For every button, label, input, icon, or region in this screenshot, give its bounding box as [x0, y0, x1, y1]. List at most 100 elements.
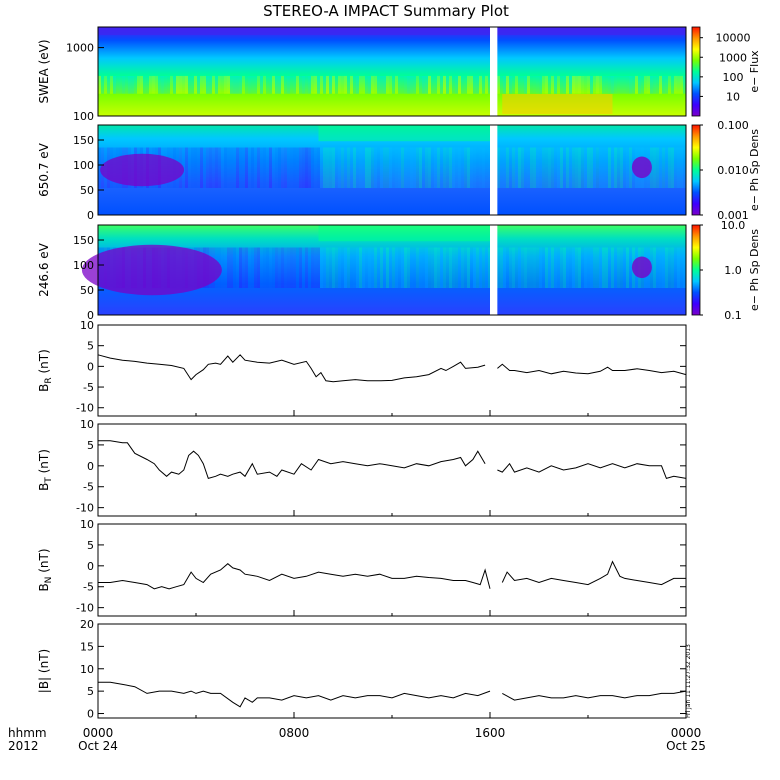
- spectrogram-streak: [146, 75, 149, 94]
- spectrogram-streak: [350, 75, 353, 94]
- spectrogram-streak: [341, 247, 344, 288]
- spectrogram-streak: [473, 75, 476, 94]
- spectrogram-streak: [185, 147, 188, 188]
- spectrogram-streak: [428, 147, 431, 188]
- spectrogram-streak: [536, 147, 539, 188]
- spectrogram-streak: [182, 75, 185, 94]
- spectrogram-streak: [227, 147, 230, 188]
- y-tick-label: 10: [80, 663, 94, 676]
- spectrogram-streak: [518, 147, 521, 188]
- spectrogram-streak: [278, 247, 281, 288]
- spectrogram-streak: [314, 75, 317, 94]
- x-tick-label: 1600: [475, 726, 506, 740]
- spectrogram-streak: [242, 147, 245, 188]
- spectrogram-streak: [410, 147, 413, 188]
- spectrogram-streak: [476, 75, 479, 94]
- spectrogram-streak: [623, 75, 626, 94]
- spectrogram-streak: [131, 75, 134, 94]
- y-tick-label: 150: [73, 134, 94, 147]
- spectrogram-streak: [119, 75, 122, 94]
- spectrogram-streak: [575, 75, 578, 94]
- spectrogram-streak: [584, 247, 587, 288]
- spectrogram-band: [318, 225, 490, 242]
- spectrogram-streak: [371, 247, 374, 288]
- spectrogram-streak: [479, 147, 482, 188]
- spectrogram-streak: [308, 75, 311, 94]
- spectrogram-streak: [617, 147, 620, 188]
- spectrogram-streak: [299, 147, 302, 188]
- spectrogram-streak: [596, 75, 599, 94]
- spectrogram-streak: [680, 75, 683, 94]
- spectrogram-streak: [656, 147, 659, 188]
- spectrogram-streak: [533, 75, 536, 94]
- spectrogram-band: [98, 27, 686, 35]
- spectrogram-streak: [236, 75, 239, 94]
- x-tick-sublabel: Oct 24: [78, 739, 118, 753]
- spectrogram-streak: [566, 247, 569, 288]
- spectrogram-streak: [509, 147, 512, 188]
- spectrogram-streak: [599, 147, 602, 188]
- spectrogram-streak: [326, 247, 329, 288]
- spectrogram-streak: [353, 247, 356, 288]
- spectrogram-streak: [587, 247, 590, 288]
- spectrogram-streak: [422, 147, 425, 188]
- line-panel-abs-babs-: 0 5 10 15 20 |B| (nT): [37, 618, 687, 721]
- x-axis-label-hhmm: hhmm: [8, 726, 47, 740]
- spectrogram-streak: [359, 247, 362, 288]
- spectrogram-streak: [389, 147, 392, 188]
- spectrogram-streak: [428, 247, 431, 288]
- spectrogram-streak: [440, 147, 443, 188]
- spectrogram-streak: [230, 75, 233, 94]
- spectrogram-streak: [617, 247, 620, 288]
- spectrogram-streak: [239, 75, 242, 94]
- spectrogram-streak: [443, 75, 446, 94]
- series-line: [98, 563, 491, 590]
- y-tick-label: 100: [73, 110, 94, 123]
- spectrogram-streak: [359, 75, 362, 94]
- spectrogram-streak: [440, 247, 443, 288]
- spectrogram-streak: [185, 75, 188, 94]
- spectrogram-streak: [164, 75, 167, 94]
- spectrogram-streak: [557, 75, 560, 94]
- spectrogram-streak: [476, 247, 479, 288]
- spectrogram-streak: [635, 75, 638, 94]
- spectrogram-streak: [548, 247, 551, 288]
- spectrogram-streak: [626, 147, 629, 188]
- spectrogram-streak: [668, 75, 671, 94]
- y-tick-label: -10: [76, 602, 94, 615]
- spectrogram-streak: [350, 147, 353, 188]
- spectrogram-streak: [569, 75, 572, 94]
- spectrogram-streak: [218, 75, 221, 94]
- spectrogram-streak: [554, 75, 557, 94]
- spectrogram-streak: [470, 75, 473, 94]
- spectrogram-streak: [638, 75, 641, 94]
- spectrogram-streak: [392, 147, 395, 188]
- spectrogram-streak: [251, 147, 254, 188]
- spectrogram-streak: [479, 75, 482, 94]
- panel-frame: [97, 523, 687, 617]
- spectrogram-streak: [446, 247, 449, 288]
- spectrogram-streak: [197, 75, 200, 94]
- spectrogram-streak: [143, 75, 146, 94]
- spectrogram-streak: [212, 147, 215, 188]
- spectrogram-streak: [347, 147, 350, 188]
- spectrogram-streak: [653, 75, 656, 94]
- spectrogram-streak: [512, 147, 515, 188]
- spectrogram-streak: [611, 75, 614, 94]
- spectrogram-streak: [683, 75, 686, 94]
- x-tick-sublabel: Oct 25: [666, 739, 706, 753]
- spectrogram-streak: [485, 75, 488, 94]
- spectrogram-streak: [680, 247, 683, 288]
- spectrogram-streak: [461, 75, 464, 94]
- spectrogram-band: [502, 94, 613, 114]
- spectrogram-streak: [230, 247, 233, 288]
- spectrogram-streak: [203, 147, 206, 188]
- spectrogram-streak: [572, 147, 575, 188]
- spectrogram-streak: [245, 247, 248, 288]
- spectrogram-streak: [335, 147, 338, 188]
- spectrogram-streak: [386, 247, 389, 288]
- spectrogram-streak: [113, 75, 116, 94]
- spectrogram-streak: [443, 147, 446, 188]
- spectrogram-streak: [563, 247, 566, 288]
- spectrogram-streak: [644, 75, 647, 94]
